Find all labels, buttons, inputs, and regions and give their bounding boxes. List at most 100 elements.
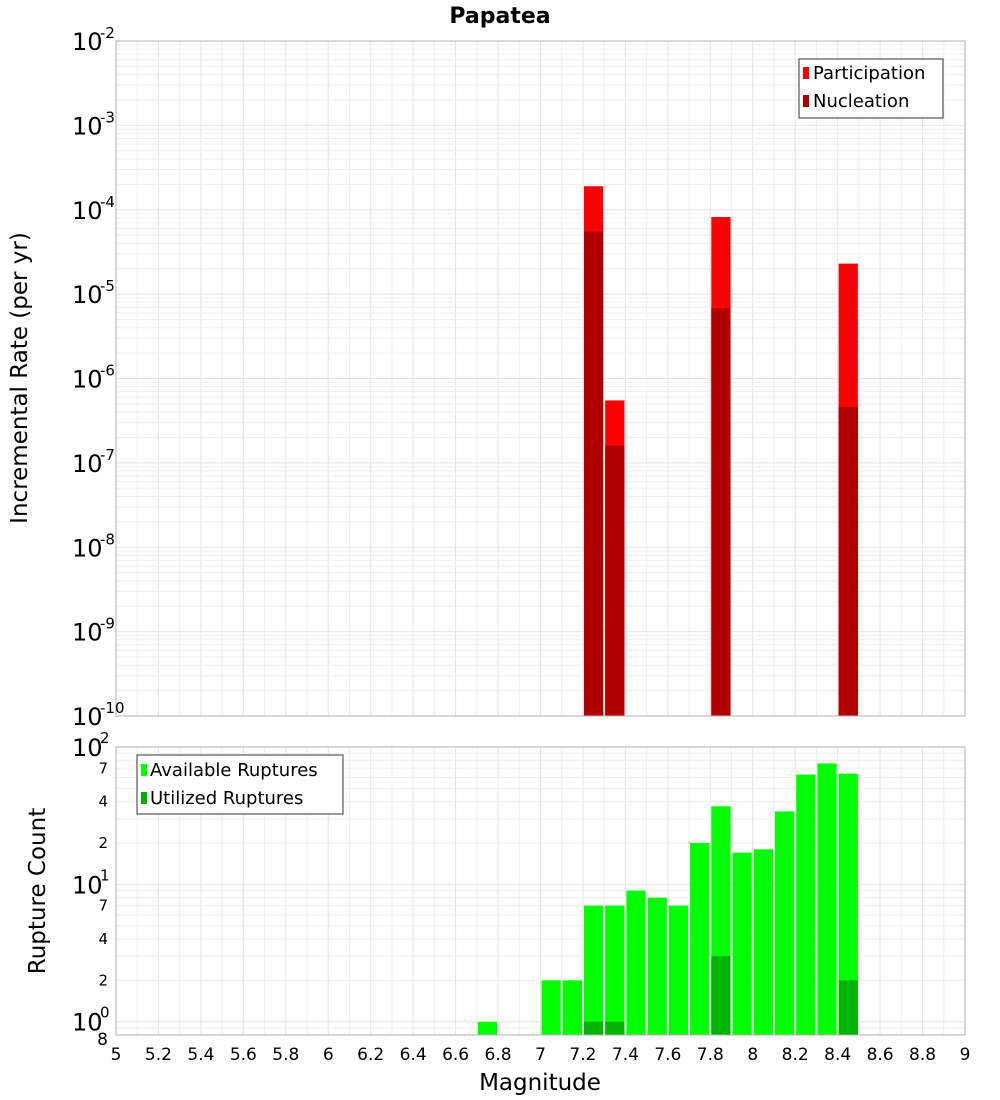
bottom-bar-available-ruptures-7_45 [626,890,646,1035]
top-y-axis-label: Incremental Rate (per yr) [7,232,33,524]
bottom-plot-border [115,746,966,1036]
x-tick-label: 6.2 [357,1045,384,1065]
x-tick-label: 5.6 [230,1045,257,1065]
bottom-bar-available-ruptures-8_25 [796,774,816,1035]
bottom-y-minor-tick-label: 4 [98,930,108,948]
x-tick-label: 5.2 [145,1045,172,1065]
bottom-bar-available-ruptures-7_25 [583,905,604,1035]
top-y-tick-exponent: -4 [100,193,115,211]
top-y-tick-label: 10 [72,281,103,309]
x-tick-label: 6 [323,1045,334,1065]
bottom-bar-available-ruptures-7_35 [605,905,625,1035]
chart-title: Papatea [449,4,550,29]
top-y-tick-label: 10 [72,112,103,140]
bottom-bar-available-ruptures-8_15 [774,811,795,1035]
bottom-bar-utilized-ruptures-7_35 [605,1021,625,1035]
top-y-tick-label: 10 [72,28,103,56]
top-y-tick-label: 10 [72,703,103,731]
bottom-bar-available-ruptures-7_95 [732,852,752,1035]
legend-label-participation: Participation [813,63,925,84]
x-tick-label: 8.6 [867,1045,894,1065]
top-y-tick-label: 10 [72,366,103,394]
bottom-bar-utilized-ruptures-7_85 [711,956,731,1035]
bottom-bar-available-ruptures-8_45 [838,773,858,1035]
legend-swatch-available-ruptures [141,764,147,776]
top-y-tick-exponent: -6 [100,362,115,380]
top-y-tick-exponent: -5 [100,277,115,295]
bottom-bar-available-ruptures-7_55 [647,897,667,1035]
bottom-legend-box [136,754,344,815]
x-tick-label: 5.4 [187,1045,214,1065]
bottom-y-minor-tick-label: 7 [98,759,108,777]
x-tick-label: 6.8 [485,1045,512,1065]
x-tick-label: 9 [960,1045,971,1065]
top-y-tick-exponent: -9 [100,615,115,633]
x-ticks: 5 5.2 5.4 5.6 5.8 6 6.2 6.4 6.6 6.8 7 7.2 7.4 7.6 7.8 8… [111,1045,971,1065]
x-tick-label: 8 [747,1045,758,1065]
bottom-bar-available-ruptures-7_75 [690,843,710,1035]
top-bar-nucleation-8_45 [838,406,858,716]
x-tick-label: 5.8 [272,1045,299,1065]
bottom-y-minor-tick-label: 4 [98,793,108,811]
top-bar-nucleation-7_85 [711,308,731,716]
legend-swatch-utilized-ruptures [141,792,147,804]
bottom-y-tick-label: 10 [72,1009,103,1037]
x-tick-label: 6.6 [442,1045,469,1065]
top-panel: Papatea 10-1010-910-810-710-610-510-410-… [7,4,966,731]
bottom-y-minor-tick-label: 2 [98,971,108,989]
bottom-bars [477,763,858,1035]
bottom-y-tick-exponent: 1 [100,866,110,884]
top-legend: Participation Nucleation [798,58,944,119]
x-tick-label: 5 [111,1045,122,1065]
legend-label-nucleation: Nucleation [813,91,909,112]
top-y-tick-label: 10 [72,534,103,562]
x-tick-label: 7.2 [569,1045,596,1065]
bottom-y-minor-tick-label: 7 [98,897,108,915]
legend-label-utilized-ruptures: Utilized Ruptures [150,788,303,809]
top-y-tick-label: 10 [72,619,103,647]
bottom-y-tick-label: 10 [72,734,103,762]
top-y-tick-exponent: -7 [100,446,115,464]
bottom-bar-utilized-ruptures-7_25 [583,1021,604,1035]
x-tick-label: 7.8 [697,1045,724,1065]
bottom-bar-available-ruptures-7_15 [562,980,582,1035]
bottom-bar-available-ruptures-8_05 [753,849,773,1035]
bottom-y-tick-exponent: 2 [100,729,110,747]
x-tick-label: 7 [535,1045,546,1065]
top-legend-box [798,58,944,119]
top-y-tick-exponent: -8 [100,530,115,548]
bottom-bar-utilized-ruptures-8_45 [838,980,858,1035]
x-tick-label: 7.6 [654,1045,681,1065]
top-y-tick-exponent: -10 [100,699,125,717]
top-plot-border [115,40,966,717]
bottom-bar-available-ruptures-8_35 [817,763,837,1035]
top-y-tick-exponent: -2 [100,24,115,42]
bottom-bar-available-ruptures-7_05 [541,980,561,1035]
x-tick-label: 8.8 [909,1045,936,1065]
bottom-y-tick-label: 10 [72,871,103,899]
bottom-y-tick-exponent: 0 [100,1004,110,1022]
legend-swatch-nucleation [803,95,809,107]
top-bar-nucleation-7_25 [583,231,604,716]
bottom-y-minor-tick-label: 2 [98,834,108,852]
top-y-tick-exponent: -3 [100,108,115,126]
bottom-y-axis-label: Rupture Count [25,808,51,974]
legend-label-available-ruptures: Available Ruptures [150,760,318,781]
x-tick-label: 8.4 [824,1045,851,1065]
legend-swatch-participation [803,67,809,79]
x-axis-label: Magnitude [479,1070,601,1096]
top-bar-nucleation-7_35 [605,445,625,716]
x-tick-label: 8.2 [782,1045,809,1065]
bottom-bar-available-ruptures-7_65 [668,905,689,1035]
bottom-bar-available-ruptures-6_75 [477,1021,498,1035]
top-grid [115,40,966,717]
bottom-legend: Available Ruptures Utilized Ruptures [136,754,344,815]
top-bars [583,186,858,716]
top-y-tick-label: 10 [72,197,103,225]
top-y-tick-label: 10 [72,450,103,478]
